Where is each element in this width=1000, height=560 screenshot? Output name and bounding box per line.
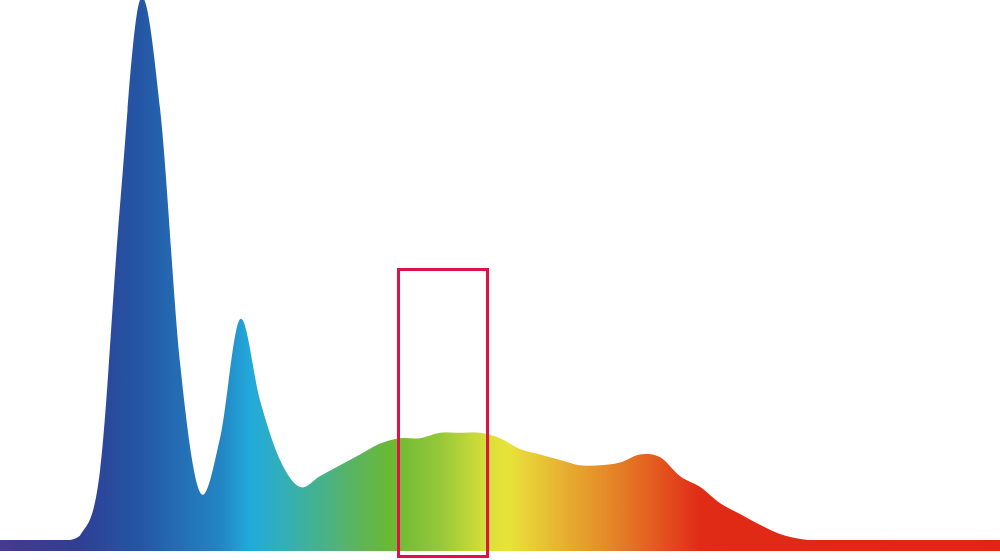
highlight-box <box>397 268 489 558</box>
spectrum-baseline-band <box>0 540 1000 551</box>
spectrum-area <box>0 0 1000 541</box>
